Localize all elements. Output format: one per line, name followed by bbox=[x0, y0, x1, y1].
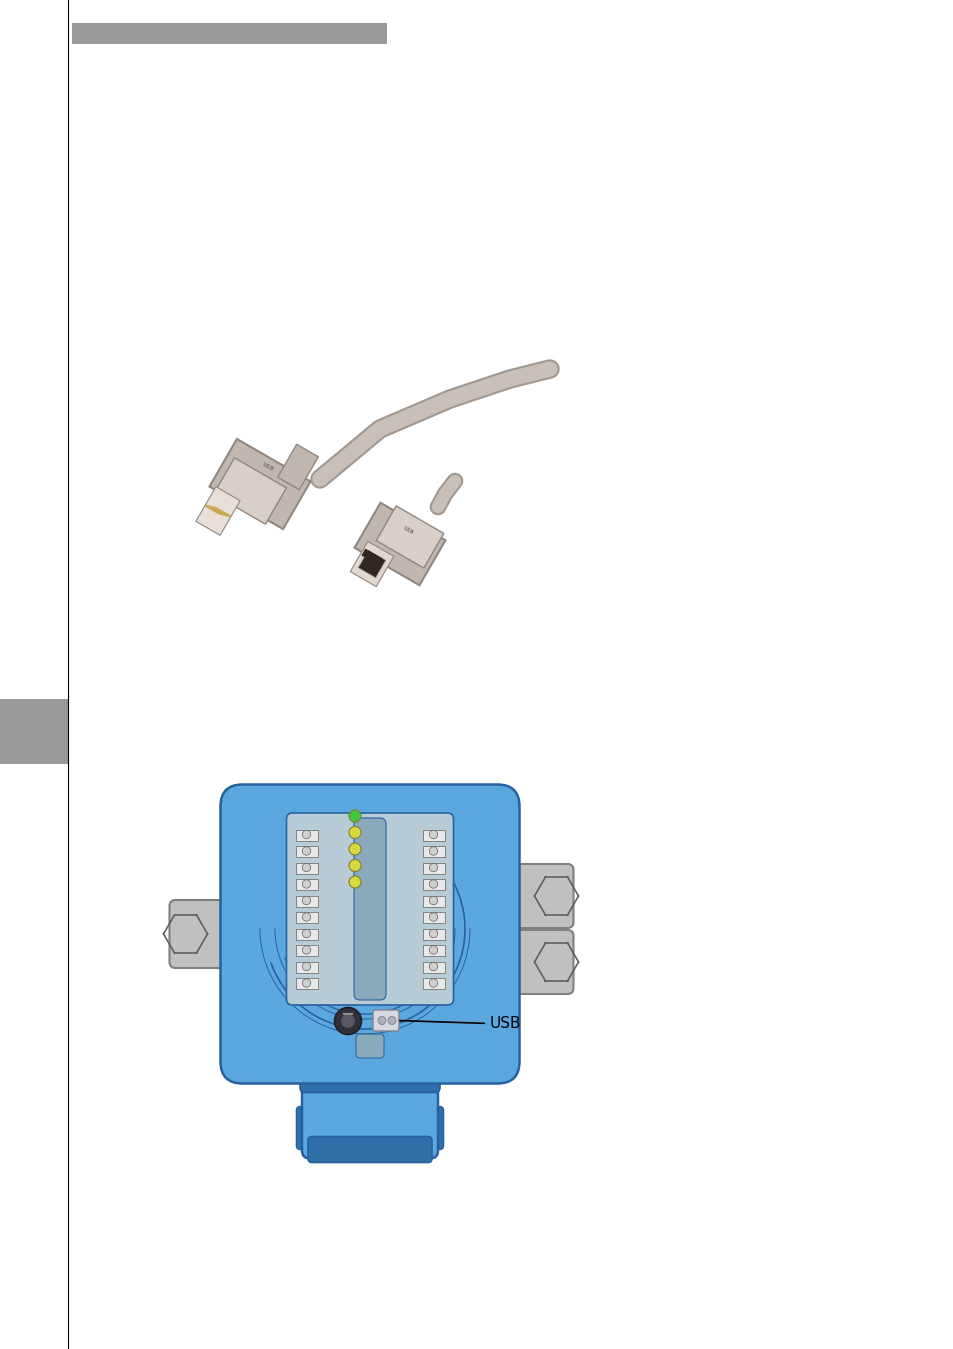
FancyBboxPatch shape bbox=[411, 1106, 443, 1149]
Circle shape bbox=[429, 929, 437, 938]
Polygon shape bbox=[208, 505, 224, 517]
Polygon shape bbox=[213, 457, 286, 525]
Polygon shape bbox=[361, 549, 382, 565]
Bar bbox=[295, 830, 317, 840]
Bar bbox=[422, 846, 444, 857]
Circle shape bbox=[335, 1008, 361, 1035]
Circle shape bbox=[429, 979, 437, 987]
Polygon shape bbox=[355, 503, 445, 585]
Bar bbox=[71, 23, 387, 45]
FancyBboxPatch shape bbox=[355, 1033, 384, 1058]
Circle shape bbox=[302, 896, 311, 905]
FancyBboxPatch shape bbox=[503, 863, 573, 928]
Circle shape bbox=[302, 847, 311, 855]
Bar bbox=[422, 862, 444, 874]
Bar bbox=[422, 830, 444, 840]
Bar bbox=[295, 846, 317, 857]
Polygon shape bbox=[204, 505, 221, 515]
FancyBboxPatch shape bbox=[170, 900, 241, 969]
Bar bbox=[422, 946, 444, 956]
FancyBboxPatch shape bbox=[220, 785, 519, 1083]
Circle shape bbox=[429, 896, 437, 905]
Polygon shape bbox=[350, 541, 394, 587]
Text: USB: USB bbox=[399, 1017, 521, 1032]
Polygon shape bbox=[375, 506, 443, 568]
Polygon shape bbox=[214, 507, 232, 518]
Circle shape bbox=[429, 913, 437, 921]
Circle shape bbox=[302, 962, 311, 971]
Circle shape bbox=[429, 946, 437, 954]
Circle shape bbox=[429, 880, 437, 888]
Circle shape bbox=[377, 1017, 386, 1024]
Bar bbox=[295, 912, 317, 923]
Bar bbox=[422, 928, 444, 939]
FancyBboxPatch shape bbox=[354, 817, 386, 1000]
FancyBboxPatch shape bbox=[373, 1010, 398, 1031]
Bar bbox=[0, 699, 68, 764]
Bar bbox=[295, 862, 317, 874]
Circle shape bbox=[349, 859, 360, 871]
Bar bbox=[295, 880, 317, 890]
Circle shape bbox=[349, 809, 360, 822]
Circle shape bbox=[429, 863, 437, 871]
Circle shape bbox=[429, 847, 437, 855]
Bar bbox=[295, 978, 317, 989]
Circle shape bbox=[429, 830, 437, 839]
Bar bbox=[422, 962, 444, 973]
Circle shape bbox=[349, 876, 360, 888]
FancyBboxPatch shape bbox=[296, 1106, 328, 1149]
Circle shape bbox=[302, 929, 311, 938]
Bar bbox=[422, 880, 444, 890]
Circle shape bbox=[388, 1017, 395, 1024]
Text: USB: USB bbox=[401, 526, 414, 536]
Circle shape bbox=[340, 1013, 355, 1028]
Circle shape bbox=[302, 979, 311, 987]
Polygon shape bbox=[210, 438, 311, 529]
Circle shape bbox=[302, 830, 311, 839]
FancyBboxPatch shape bbox=[302, 1058, 437, 1159]
Polygon shape bbox=[277, 444, 318, 490]
Circle shape bbox=[302, 913, 311, 921]
Bar bbox=[295, 896, 317, 907]
Bar bbox=[422, 978, 444, 989]
Polygon shape bbox=[195, 487, 240, 536]
FancyBboxPatch shape bbox=[299, 1060, 439, 1093]
FancyBboxPatch shape bbox=[286, 813, 453, 1005]
Bar bbox=[422, 896, 444, 907]
Circle shape bbox=[302, 863, 311, 871]
Text: USB: USB bbox=[261, 461, 274, 472]
Circle shape bbox=[349, 843, 360, 855]
Polygon shape bbox=[358, 550, 385, 577]
Bar bbox=[295, 946, 317, 956]
Bar bbox=[295, 962, 317, 973]
Circle shape bbox=[302, 880, 311, 888]
Bar bbox=[422, 912, 444, 923]
Bar bbox=[295, 928, 317, 939]
FancyBboxPatch shape bbox=[308, 1136, 432, 1163]
Circle shape bbox=[429, 962, 437, 971]
Polygon shape bbox=[212, 506, 228, 517]
Circle shape bbox=[349, 827, 360, 839]
Circle shape bbox=[302, 946, 311, 954]
FancyBboxPatch shape bbox=[503, 929, 573, 994]
